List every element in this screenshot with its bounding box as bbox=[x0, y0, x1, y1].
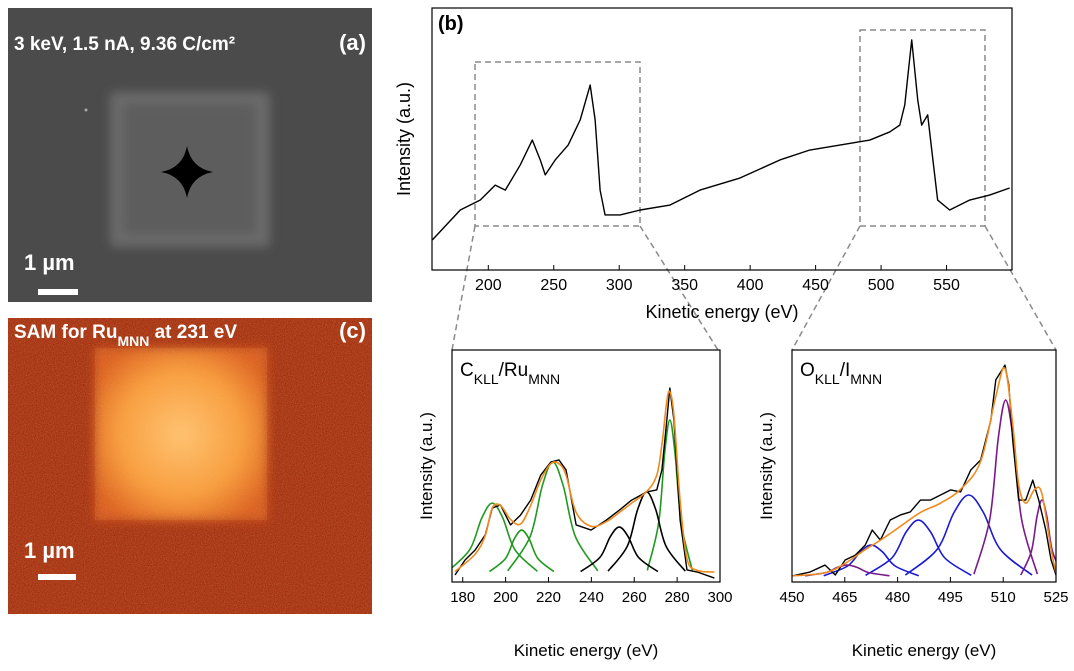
spectrum-line bbox=[865, 519, 972, 576]
x-tick-label: 180 bbox=[450, 589, 475, 606]
sem-image bbox=[8, 8, 372, 302]
x-tick-label: 350 bbox=[671, 277, 698, 294]
text-part: KLL bbox=[474, 371, 499, 387]
spectrum-line bbox=[452, 502, 538, 572]
scale-bar-label: 1 µm bbox=[24, 538, 75, 563]
x-tick-label: 450 bbox=[779, 589, 804, 606]
panel-label: (b) bbox=[438, 13, 464, 35]
spectrum-line bbox=[1020, 499, 1056, 576]
spectrum-line bbox=[580, 526, 659, 573]
x-tick-label: 550 bbox=[933, 277, 960, 294]
x-tick-label: 495 bbox=[938, 589, 963, 606]
spectrum-line bbox=[454, 387, 715, 579]
y-axis-label: Intensity (a.u.) bbox=[394, 82, 414, 196]
text-part: O bbox=[800, 360, 815, 381]
text-part: SAM for Ru bbox=[14, 322, 117, 343]
x-tick-label: 200 bbox=[493, 589, 518, 606]
x-tick-label: 450 bbox=[802, 277, 829, 294]
spectrum-line bbox=[489, 529, 555, 573]
y-axis-label: Intensity (a.u.) bbox=[757, 412, 776, 520]
spectrum-line bbox=[792, 364, 1056, 577]
text-part: /Ru bbox=[499, 360, 529, 381]
text-part: C bbox=[460, 360, 474, 381]
inset-title: CKLL/RuMNN bbox=[460, 360, 560, 387]
x-tick-label: 525 bbox=[1043, 589, 1068, 606]
zoom-guides bbox=[451, 29, 1057, 351]
plot-frame bbox=[791, 349, 1057, 583]
plot-frame bbox=[451, 349, 721, 583]
spectrum-line bbox=[432, 39, 1010, 241]
x-tick-label: 300 bbox=[606, 277, 633, 294]
text-part: /I bbox=[840, 360, 851, 381]
spectrum-line bbox=[792, 366, 1056, 577]
x-tick-label: 465 bbox=[832, 589, 857, 606]
x-axis-label: Kinetic energy (eV) bbox=[852, 641, 997, 660]
x-tick-label: 240 bbox=[579, 589, 604, 606]
panel-caption: SAM for RuMNN at 231 eV bbox=[14, 322, 237, 349]
text-part: MNN bbox=[850, 371, 882, 387]
inset-title: OKLL/IMNN bbox=[800, 360, 882, 387]
plot-area bbox=[432, 39, 1010, 241]
x-axis-label: Kinetic energy (eV) bbox=[645, 302, 798, 322]
spectrum-line bbox=[507, 461, 599, 572]
x-tick-label: 300 bbox=[707, 589, 732, 606]
spectrum-line bbox=[607, 491, 686, 572]
x-tick-label: 250 bbox=[540, 277, 567, 294]
text-part: MNN bbox=[528, 371, 560, 387]
x-tick-label: 400 bbox=[737, 277, 764, 294]
scale-bar-label: 1 µm bbox=[24, 250, 75, 275]
x-tick-label: 510 bbox=[991, 589, 1016, 606]
x-tick-label: 200 bbox=[475, 277, 502, 294]
spectrum-line bbox=[904, 494, 1033, 576]
text-part: MNN bbox=[117, 333, 149, 349]
text-part: 3 keV, 1.5 nA, 9.36 C/cm² bbox=[14, 34, 235, 55]
text-part: at 231 eV bbox=[149, 322, 237, 343]
spectrum-line bbox=[454, 390, 715, 573]
x-tick-label: 220 bbox=[536, 589, 561, 606]
plot-area bbox=[452, 387, 715, 579]
plot-area bbox=[792, 364, 1056, 577]
y-axis-label: Intensity (a.u.) bbox=[417, 412, 436, 520]
spectrum-line bbox=[973, 399, 1039, 575]
panel-label: (a) bbox=[339, 30, 366, 55]
sam-map bbox=[8, 318, 372, 614]
plot-frame bbox=[431, 7, 1013, 271]
panel-caption: 3 keV, 1.5 nA, 9.36 C/cm² bbox=[14, 34, 235, 55]
x-axis-label: Kinetic energy (eV) bbox=[514, 641, 659, 660]
x-tick-label: 500 bbox=[868, 277, 895, 294]
x-tick-label: 280 bbox=[665, 589, 690, 606]
x-tick-label: 480 bbox=[885, 589, 910, 606]
panel-label: (c) bbox=[339, 318, 366, 343]
text-part: KLL bbox=[815, 371, 840, 387]
x-tick-label: 260 bbox=[622, 589, 647, 606]
